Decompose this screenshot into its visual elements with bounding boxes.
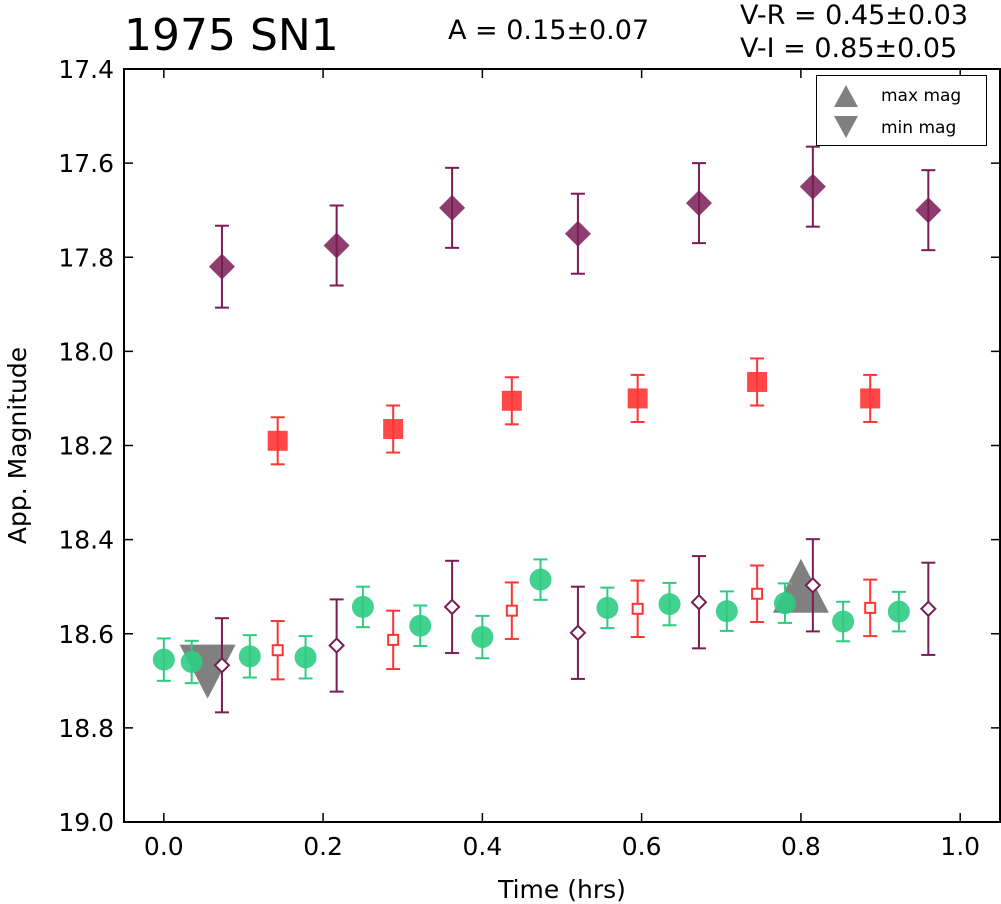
legend-markers [834,85,858,138]
y-tick-label: 17.4 [58,55,114,84]
data-point-open-square [505,604,518,617]
data-point-circle [715,600,738,623]
data-point-square [747,371,768,392]
data-point-diamond [323,232,350,259]
data-point-circle [596,596,619,619]
data-point-open-diamond [919,600,937,618]
legend-min-mag-label: min mag [881,118,957,138]
y-tick-label: 18.2 [58,432,114,461]
data-point-circle [471,626,494,649]
data-point-circle [529,568,552,591]
y-tick-label: 18.6 [58,620,114,649]
data-point-open-square [387,633,400,646]
x-tick-label: 0.6 [622,832,662,861]
data-point-circle [152,648,175,671]
y-tick-label: 18.4 [58,526,114,555]
data-point-circle [887,600,910,623]
data-point-open-diamond [213,656,231,674]
data-point-diamond [564,220,591,247]
data-point-diamond [915,197,942,224]
legend-min-mag-marker [834,116,858,138]
data-point-open-diamond [328,637,346,654]
data-point-circle [832,610,855,633]
data-point-open-diamond [569,624,587,642]
legend: max mag min mag [816,75,987,146]
data-point-open-square [631,602,644,615]
x-tick-label: 0.4 [462,832,502,861]
x-tick-label: 0.8 [781,832,821,861]
data-point-square [860,388,881,409]
plot-frame [123,68,1001,823]
y-tick-label: 17.6 [58,149,114,178]
v-r-color-annotation: V-R = 0.45±0.03 [740,0,969,31]
y-tick-label: 18.0 [58,337,114,366]
x-tick-label: 1.0 [940,832,980,861]
x-tick-label: 0.0 [144,832,184,861]
data-point-open-diamond [690,593,708,611]
data-point-square [383,419,404,440]
chart-title: 1975 SN1 [124,10,339,61]
y-tick-label: 17.8 [58,243,114,272]
data-point-circle [180,650,203,673]
data-point-circle [238,645,261,668]
data-point-open-square [271,644,284,657]
data-point-square [501,390,522,411]
data-point-circle [409,614,432,637]
data-point-open-diamond [804,576,822,594]
y-tick-label: 18.8 [58,714,114,743]
legend-max-mag-marker [834,85,858,107]
y-axis-label: App. Magnitude [3,347,32,544]
data-point-diamond [439,194,466,221]
data-point-diamond [799,173,826,200]
data-point-diamond [685,190,712,217]
data-point-open-diamond [443,598,461,616]
data-point-square [627,388,648,409]
data-point-square [267,430,288,451]
x-tick-label: 0.2 [303,832,343,861]
amplitude-annotation: A = 0.15±0.07 [448,15,650,46]
legend-max-mag-label: max mag [881,86,962,106]
data-point-diamond [208,253,235,280]
data-point-circle [351,595,374,618]
data-point-circle [294,646,317,669]
data-point-open-square [864,601,877,614]
y-tick-label: 19.0 [58,808,114,837]
data-point-circle [773,592,796,615]
data-point-open-square [751,587,764,600]
v-i-color-annotation: V-I = 0.85±0.05 [740,33,958,64]
data-point-circle [658,593,681,616]
x-axis-label: Time (hrs) [497,875,626,904]
